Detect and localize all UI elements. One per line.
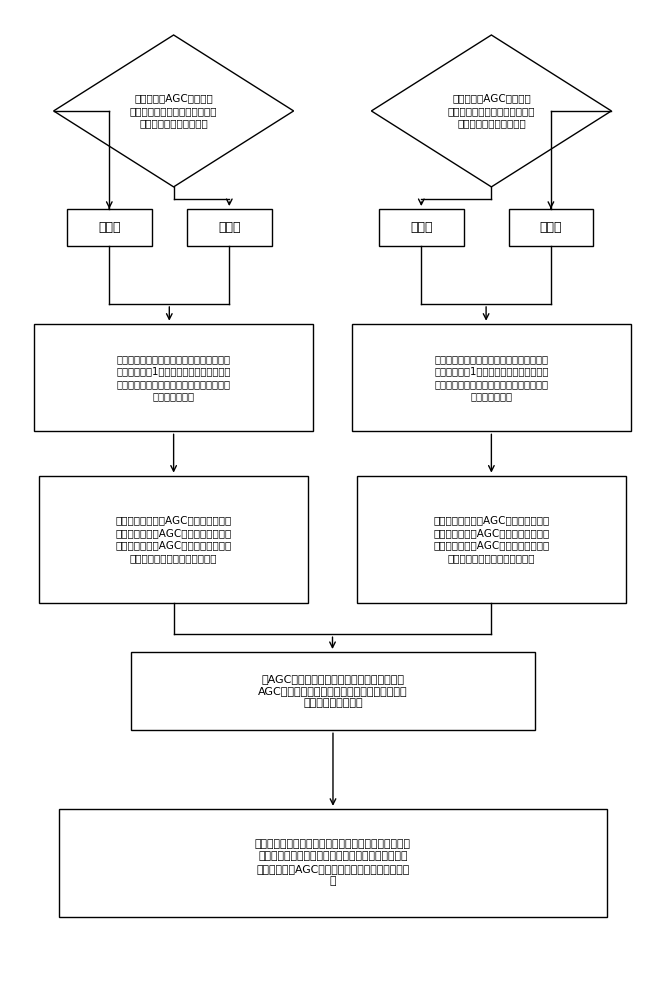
Bar <box>132 652 535 730</box>
Bar <box>67 209 152 246</box>
Text: 一次调频、AGC控制模式
下，当电网频率超限时，判断频
率是高频率还是低频率。: 一次调频、AGC控制模式 下，当电网频率超限时，判断频 率是高频率还是低频率。 <box>130 94 217 128</box>
Bar <box>352 324 630 431</box>
Bar <box>509 209 593 246</box>
Bar <box>59 809 606 916</box>
Text: 一次调频、AGC控制模式
下，当电网频率超限时，判断负
荷是增负荷还是减负荷。: 一次调频、AGC控制模式 下，当电网频率超限时，判断负 荷是增负荷还是减负荷。 <box>448 94 535 128</box>
Bar <box>379 209 464 246</box>
Text: 高频率和增负荷做逻辑与运算，若高频率与
增负荷同时为1，则输出增闭锁信号，同时
通过脉冲输出模块输出保持信号去控制切换
块进行速率切换: 高频率和增负荷做逻辑与运算，若高频率与 增负荷同时为1，则输出增闭锁信号，同时 … <box>116 354 231 401</box>
Text: 增负荷: 增负荷 <box>410 221 432 234</box>
Bar <box>39 476 308 603</box>
Text: 在AGC反向调节闭锁的同时，一次调频在原有
AGC指令的基础上叠加功率补偿量，控制汽轮机
完成发电功率的调节: 在AGC反向调节闭锁的同时，一次调频在原有 AGC指令的基础上叠加功率补偿量，控… <box>258 674 408 708</box>
Text: 低频率和减负荷做逻辑与运算，若低频率和
减负荷同时为1，则输出减闭锁信号，同时
通过脉冲输出模块输出保持信号去控制切换
块进行速率切换: 低频率和减负荷做逻辑与运算，若低频率和 减负荷同时为1，则输出减闭锁信号，同时 … <box>434 354 549 401</box>
Text: 一次调频发挥作用后，频率逐渐恢复至频率限值以内，
增闭锁或减闭锁信号消除，最大（小）值设定恢复到
闭锁前状态，AGC系统恢复正负向的功率调整功能
能: 一次调频发挥作用后，频率逐渐恢复至频率限值以内， 增闭锁或减闭锁信号消除，最大（… <box>255 839 411 886</box>
Bar <box>357 476 626 603</box>
Polygon shape <box>54 35 294 187</box>
Text: 增闭锁触动，改变AGC的调节速率与最
大值设定，限制AGC向增负荷方向调节
的能力，即闭锁AGC的反向调节功能，
优先一次调频功能的减负荷指令: 增闭锁触动，改变AGC的调节速率与最 大值设定，限制AGC向增负荷方向调节 的能… <box>116 516 231 563</box>
Polygon shape <box>371 35 611 187</box>
Text: 减负荷: 减负荷 <box>540 221 562 234</box>
Text: 低频率: 低频率 <box>218 221 241 234</box>
Bar <box>187 209 271 246</box>
Text: 减闭锁触动，改变AGC的调节速率与最
小值设定，限制AGC向减负荷方向调节
的能力，即闭锁AGC的反向调节功能，
优先一次调频功能的增负荷指令: 减闭锁触动，改变AGC的调节速率与最 小值设定，限制AGC向减负荷方向调节 的能… <box>434 516 549 563</box>
Bar <box>35 324 313 431</box>
Text: 高频率: 高频率 <box>98 221 120 234</box>
